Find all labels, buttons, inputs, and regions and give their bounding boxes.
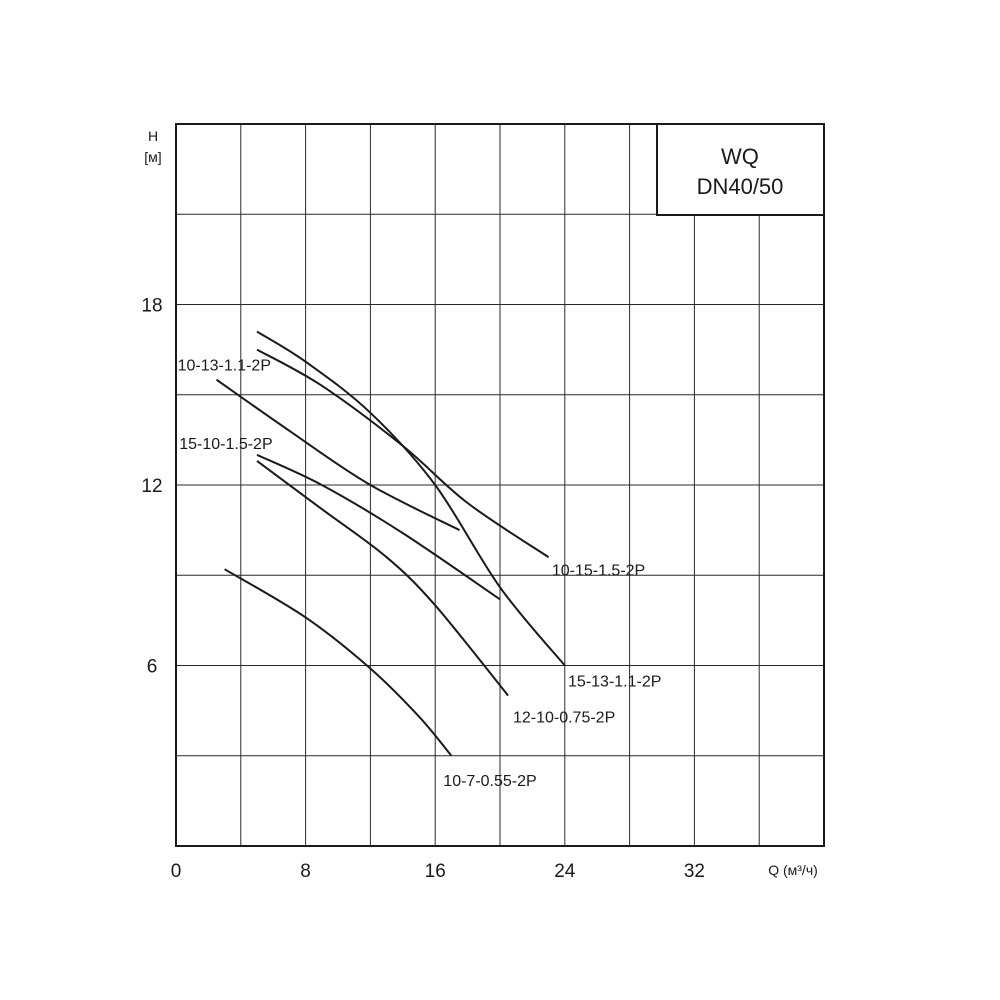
chart-title-line-2: DN40/50 (697, 174, 784, 199)
y-tick-label: 12 (141, 476, 162, 497)
x-tick-label: 8 (300, 861, 311, 882)
x-tick-label: 16 (425, 861, 446, 882)
series-line-10-7-0-55-2p (224, 568, 453, 757)
y-tick-label: 18 (141, 296, 162, 317)
series-line-10-15-1-5-2p (256, 348, 550, 559)
series-label-10-7-0-55-2p: 10-7-0.55-2P (443, 773, 536, 790)
x-tick-label: 0 (171, 861, 182, 882)
y-axis-label-symbol: H (148, 128, 158, 144)
series-curves (215, 330, 566, 757)
series-label-15-10-1-5-2p: 15-10-1.5-2P (179, 436, 272, 453)
tick-labels: 0 8 16 24 32 6 12 18 (141, 296, 705, 883)
series-label-10-15-1-5-2p: 10-15-1.5-2P (552, 562, 645, 579)
y-tick-label: 6 (147, 657, 158, 678)
series-line-15-10-1-5-2p (256, 453, 501, 601)
y-axis-label-unit: [м] (144, 149, 161, 165)
series-line-12-10-0-75-2p (256, 460, 509, 697)
grid (176, 124, 824, 846)
plot-frame (175, 123, 825, 847)
series-line-15-13-1-1-2p (256, 330, 566, 667)
series-label-12-10-0-75-2p: 12-10-0.75-2P (513, 710, 615, 727)
x-tick-label: 32 (684, 861, 705, 882)
x-tick-label: 24 (554, 861, 576, 882)
series-label-15-13-1-1-2p: 15-13-1.1-2P (568, 674, 661, 691)
series-labels: 10-15-1.5-2P 15-13-1.1-2P 10-13-1.1-2P 15-1… (178, 358, 662, 790)
series-label-10-13-1-1-2p: 10-13-1.1-2P (178, 358, 271, 375)
title-frame (656, 123, 825, 216)
series-line-10-13-1-1-2p (215, 378, 460, 531)
x-axis-label: Q (м³/ч) (768, 862, 818, 878)
chart-title-line-1: WQ (721, 144, 759, 169)
title-box: WQ DN40/50 (656, 123, 825, 216)
